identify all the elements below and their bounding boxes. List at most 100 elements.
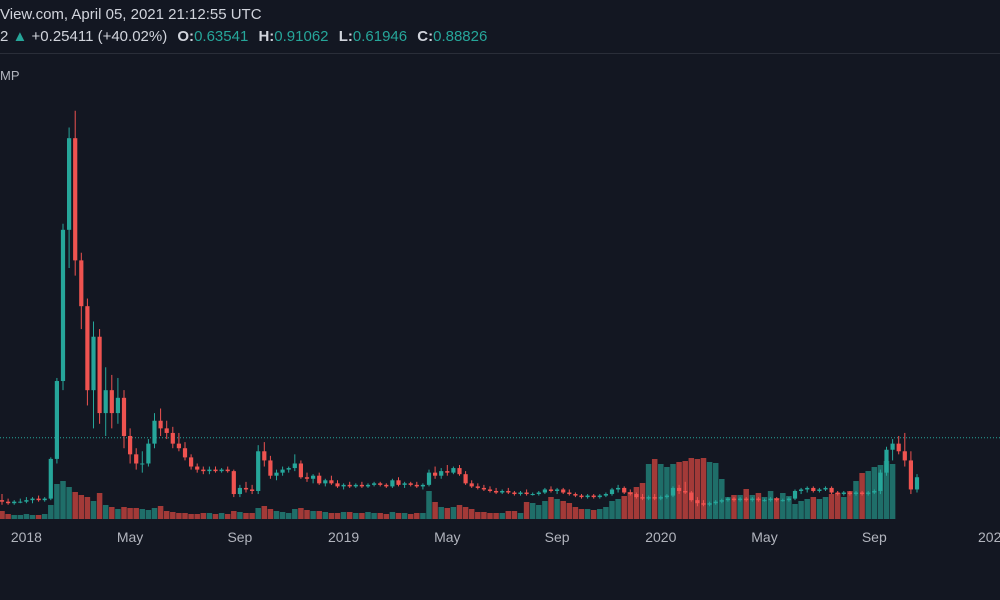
candle-body xyxy=(384,484,389,487)
candle-body xyxy=(408,483,413,485)
volume-bar xyxy=(566,503,573,519)
candle-body xyxy=(18,501,23,503)
candle xyxy=(677,484,682,495)
volume-bar xyxy=(444,508,451,519)
volume-bar xyxy=(578,509,585,519)
volume-bar xyxy=(72,492,78,519)
candle-body xyxy=(274,472,279,476)
volume-bar xyxy=(792,504,798,519)
candle-body xyxy=(878,472,883,491)
candle-body xyxy=(304,477,310,479)
x-tick-label: Sep xyxy=(862,529,887,545)
candle-body xyxy=(67,138,72,230)
volume-bar xyxy=(572,507,579,519)
candle-body xyxy=(475,486,480,488)
candle xyxy=(414,481,419,488)
candle xyxy=(707,501,712,507)
candle-body xyxy=(48,458,53,499)
candle-body xyxy=(36,498,41,501)
candle xyxy=(359,481,364,488)
candle xyxy=(79,252,84,330)
volume-bar xyxy=(334,513,341,519)
candle-body xyxy=(451,468,456,473)
candle xyxy=(884,446,889,476)
candle-body xyxy=(677,487,682,491)
candle xyxy=(646,495,651,501)
candle xyxy=(719,498,724,504)
candle-body xyxy=(207,469,212,472)
candle-body xyxy=(250,489,255,491)
volume-bar xyxy=(304,510,310,519)
candle-body xyxy=(365,484,371,487)
candle xyxy=(109,374,114,429)
volume-bar xyxy=(151,508,158,519)
candle xyxy=(731,497,737,502)
candle-body xyxy=(134,454,139,464)
candle-body xyxy=(872,490,877,493)
candle-body xyxy=(762,500,767,502)
candle-body xyxy=(481,487,486,490)
candle-body xyxy=(731,498,737,501)
volume-bar xyxy=(420,513,426,519)
candle-body xyxy=(30,498,35,501)
volume-bar xyxy=(279,512,286,519)
candle-body xyxy=(567,492,572,495)
candle-body xyxy=(780,500,785,502)
candle xyxy=(433,466,438,479)
volume-bar xyxy=(584,509,591,519)
volume-bar xyxy=(737,495,743,519)
volume-bar xyxy=(340,512,347,519)
volume-bar xyxy=(432,502,438,519)
candle-body xyxy=(280,469,285,473)
candle-body xyxy=(158,420,163,429)
candle-body xyxy=(506,490,511,493)
candle-body xyxy=(866,492,871,495)
x-tick-label: May xyxy=(751,529,777,545)
volume-bar xyxy=(743,489,749,519)
volume-bar xyxy=(475,512,481,519)
symbol-label: MP xyxy=(0,68,20,83)
candle-body xyxy=(213,469,218,472)
candle xyxy=(384,483,389,488)
candle-body xyxy=(341,484,346,487)
candle xyxy=(225,466,230,473)
candle xyxy=(54,377,59,464)
candle-body xyxy=(286,468,291,470)
volume-bar xyxy=(426,491,432,519)
volume-bar xyxy=(29,515,36,519)
volume-bar xyxy=(712,463,719,519)
volume-bar xyxy=(841,497,847,519)
candle xyxy=(457,465,462,476)
candle xyxy=(189,454,194,470)
volume-bar xyxy=(176,513,182,519)
price-change: +0.25411 (+40.02%) xyxy=(31,28,168,45)
volume-bar xyxy=(780,493,786,519)
candle xyxy=(298,460,303,479)
volume-bar xyxy=(17,515,24,519)
candle xyxy=(469,480,474,488)
candle-body xyxy=(170,432,175,444)
volume-bar xyxy=(145,510,152,519)
candle-body xyxy=(683,490,688,493)
candle-body xyxy=(231,471,236,495)
volume-bar xyxy=(529,503,536,519)
candle-body xyxy=(750,498,755,501)
candle-body xyxy=(823,487,828,490)
volume-bar xyxy=(11,515,17,519)
volume-bar xyxy=(468,509,475,519)
volume-bar xyxy=(773,498,780,519)
volume-bar xyxy=(407,514,414,519)
candle xyxy=(853,490,859,496)
candle-body xyxy=(811,487,816,491)
candle-body xyxy=(738,498,743,501)
candle xyxy=(701,500,706,507)
volume-bar xyxy=(859,473,865,519)
volume-bar xyxy=(194,514,200,519)
candle xyxy=(274,469,279,481)
candle-body xyxy=(0,500,5,502)
candle xyxy=(628,489,633,496)
volume-bar xyxy=(639,483,646,519)
candle xyxy=(664,494,669,499)
candle-body xyxy=(487,489,493,491)
